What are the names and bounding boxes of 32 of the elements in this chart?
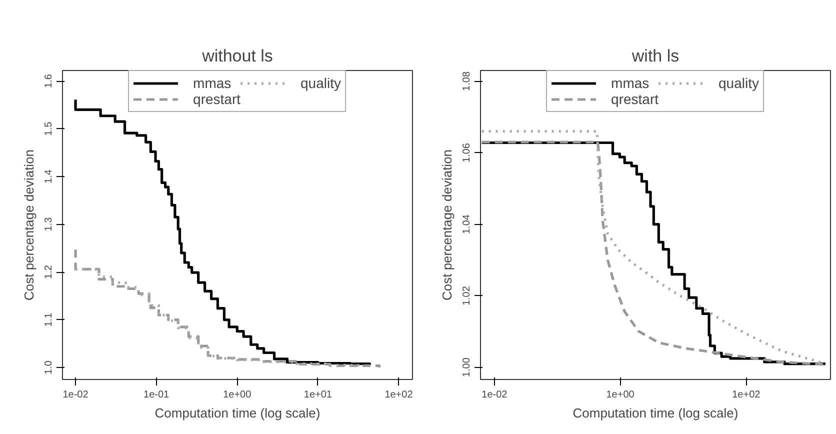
legend-label: qrestart: [611, 91, 658, 107]
y-tick-label: 1.02: [462, 286, 472, 306]
legend-label: qrestart: [193, 91, 240, 107]
x-tick-label: 1e+02: [384, 390, 414, 400]
chart-title: without ls: [201, 46, 273, 66]
y-tick-label: 1.06: [462, 142, 472, 162]
x-tick-label: 1e+02: [732, 390, 761, 400]
y-tick-label: 1.1: [44, 312, 54, 327]
legend-label: mmas: [611, 75, 650, 91]
legend-label: quality: [718, 75, 759, 91]
y-tick-label: 1.08: [462, 71, 472, 91]
legend-label: quality: [300, 75, 341, 91]
y-tick-label: 1.04: [462, 214, 472, 234]
legend-label: mmas: [193, 75, 232, 91]
y-tick-label: 1.4: [44, 169, 54, 184]
y-tick-label: 1.2: [44, 264, 54, 279]
y-tick-label: 1.3: [44, 216, 54, 232]
x-tick-label: 1e-01: [144, 390, 170, 400]
x-tick-label: 1e-02: [482, 390, 508, 400]
x-tick-label: 1e+00: [606, 390, 635, 400]
y-tick-label: 1.5: [44, 121, 54, 136]
x-tick-label: 1e+00: [223, 390, 252, 400]
y-axis-title: Cost percentage deviation: [440, 149, 454, 301]
y-axis-title: Cost percentage deviation: [22, 149, 36, 301]
x-tick-label: 1e+01: [304, 390, 332, 400]
y-tick-label: 1.6: [44, 74, 54, 88]
x-axis-title: Computation time (log scale): [154, 406, 320, 420]
chart-title: with ls: [630, 46, 680, 66]
x-axis-title: Computation time (log scale): [572, 406, 738, 420]
y-tick-label: 1.00: [462, 357, 472, 378]
y-tick-label: 1.0: [44, 360, 54, 375]
x-tick-label: 1e-02: [62, 390, 89, 400]
